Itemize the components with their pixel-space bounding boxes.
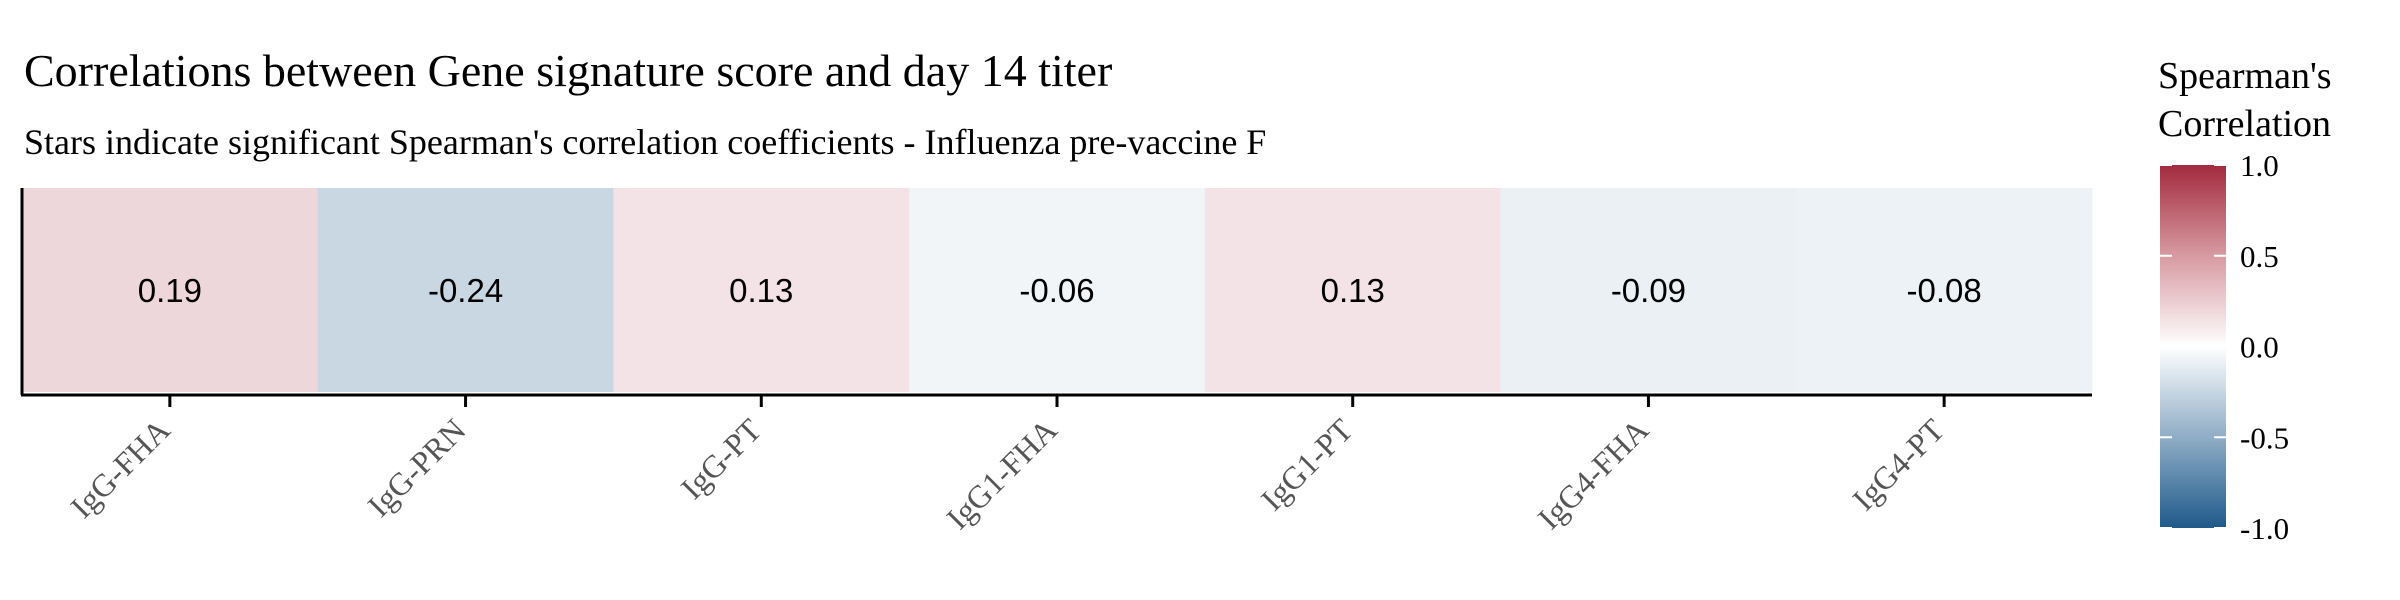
x-tick-label: IgG-PRN [360,411,472,523]
x-tick-label: IgG1-PT [1254,411,1360,517]
cell-value-label: -0.24 [428,272,503,309]
heatmap-cells [22,188,2093,392]
color-legend: Spearman's Correlation 1.0 0.5 0.0 -0.5 -1.0 [2158,55,2332,546]
cell-value-label: 0.19 [138,272,202,309]
x-axis-ticks [168,395,1946,407]
legend-tick-label: 0.0 [2240,330,2279,365]
legend-ticks [2160,164,2226,529]
heatmap-cell-igg-fha [22,188,319,392]
legend-tick-label: -1.0 [2240,511,2289,546]
legend-title-line-1: Spearman's [2158,55,2332,97]
x-tick-label: IgG4-FHA [1531,411,1656,536]
x-tick-label: IgG-PT [674,411,769,506]
x-tick-label: IgG4-PT [1845,411,1951,517]
heatmap-cell-igg-prn [317,188,614,392]
legend-tick-label: 0.5 [2240,239,2279,274]
heatmap-cell-igg4-pt [1796,188,2093,392]
x-tick-label: IgG1-FHA [939,411,1064,536]
heatmap-cell-igg1-pt [1204,188,1502,392]
cell-value-label: -0.08 [1907,272,1982,309]
heatmap-cell-igg4-fha [1500,188,1797,392]
cell-value-label: 0.13 [729,272,793,309]
heatmap-cell-igg1-fha [909,188,1206,392]
legend-tick-label: 1.0 [2240,148,2279,183]
cell-value-label: -0.06 [1019,272,1094,309]
cell-value-label: -0.09 [1611,272,1686,309]
cell-value-label: 0.13 [1321,272,1385,309]
chart-subtitle: Stars indicate significant Spearman's co… [24,122,1266,162]
legend-tick-labels: 1.0 0.5 0.0 -0.5 -1.0 [2240,148,2289,546]
legend-title-line-2: Correlation [2158,103,2331,145]
chart-title: Correlations between Gene signature scor… [24,45,1112,96]
x-tick-label: IgG-FHA [63,411,176,524]
legend-tick-label: -0.5 [2240,420,2289,455]
heatmap-cell-igg-pt [613,188,910,392]
x-axis-tick-labels: IgG-FHA IgG-PRN IgG-PT IgG1-FHA IgG1-PT IgG4-… [63,411,1951,536]
heatmap-value-labels: 0.19 -0.24 0.13 -0.06 0.13 -0.09 -0.08 [138,272,1982,309]
